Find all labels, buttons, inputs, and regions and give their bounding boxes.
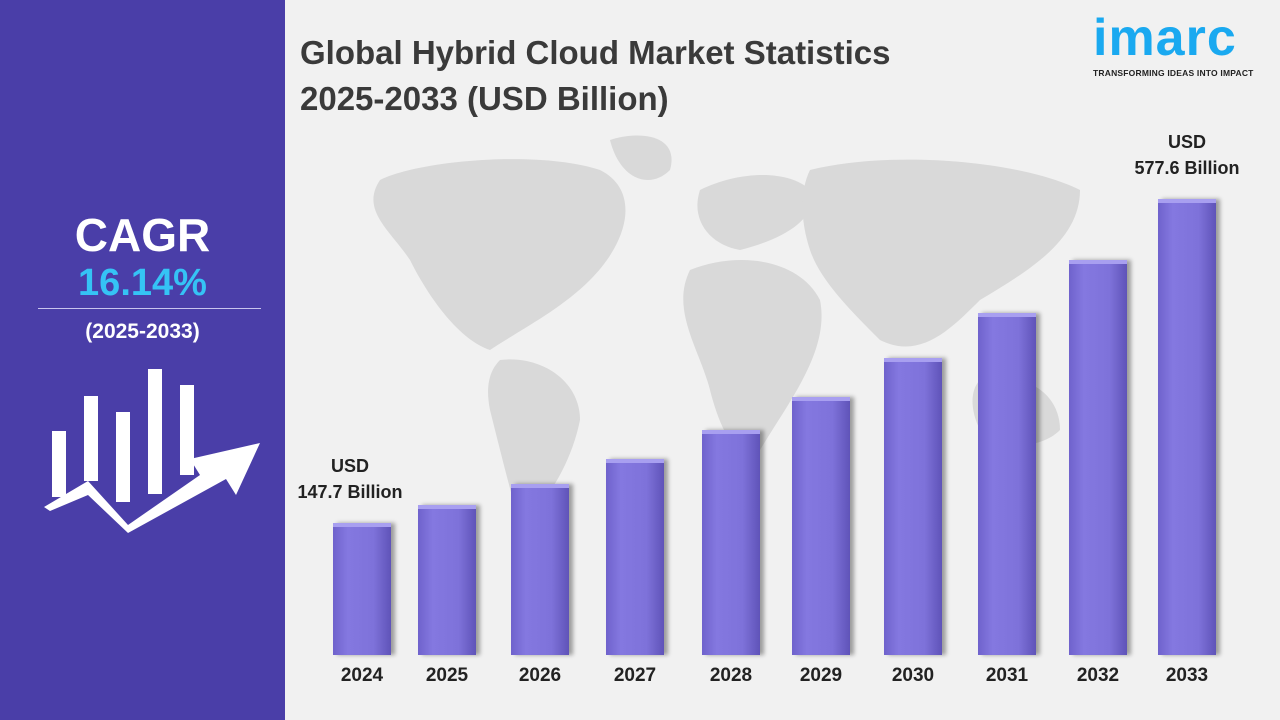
x-tick-label: 2025	[425, 665, 469, 686]
bar-2028	[702, 430, 760, 655]
cagr-label: CAGR	[74, 209, 211, 261]
bar-2029	[792, 396, 850, 655]
bar-2024	[333, 522, 391, 655]
imarc-logo: imarc TRANSFORMING IDEAS INTO IMPACT	[1093, 8, 1265, 78]
bar-2027	[606, 458, 664, 655]
data-label-line1: USD	[1167, 131, 1206, 152]
logo-tagline: TRANSFORMING IDEAS INTO IMPACT	[1093, 68, 1254, 78]
data-label-line1: USD	[330, 455, 369, 476]
bar-2033	[1158, 198, 1216, 655]
x-tick-label: 2028	[709, 665, 753, 686]
x-tick-label: 2030	[891, 665, 935, 686]
x-tick-label: 2031	[985, 665, 1029, 686]
sidebar-panel: CAGR 16.14% (2025-2033)	[0, 0, 285, 720]
bar-2032	[1069, 260, 1127, 655]
data-label-2033: USD 577.6 Billion	[1107, 129, 1267, 181]
data-label-line2: 577.6 Billion	[1134, 157, 1240, 178]
x-tick-label: 2032	[1076, 665, 1120, 686]
bar-chart-growth-arrow-icon	[44, 369, 260, 533]
bar-2030	[884, 357, 942, 655]
title-line-1: Global Hybrid Cloud Market Statistics	[300, 34, 891, 71]
title-line-2: 2025-2033 (USD Billion)	[300, 80, 669, 117]
data-label-line2: 147.7 Billion	[297, 481, 403, 502]
bar-2031	[978, 312, 1036, 655]
bar-2025	[418, 504, 476, 655]
x-tick-label: 2029	[799, 665, 843, 686]
bar-2026	[511, 483, 569, 655]
cagr-value: 16.14%	[78, 262, 207, 304]
data-label-2024: USD 147.7 Billion	[270, 453, 430, 505]
divider	[38, 308, 261, 309]
logo-wordmark: imarc	[1093, 9, 1237, 67]
cagr-period: (2025-2033)	[85, 320, 200, 343]
x-tick-label: 2024	[340, 665, 384, 686]
x-tick-label: 2027	[613, 665, 657, 686]
x-tick-label: 2026	[518, 665, 562, 686]
page-title: Global Hybrid Cloud Market Statistics 20…	[300, 30, 890, 122]
x-tick-label: 2033	[1165, 665, 1209, 686]
